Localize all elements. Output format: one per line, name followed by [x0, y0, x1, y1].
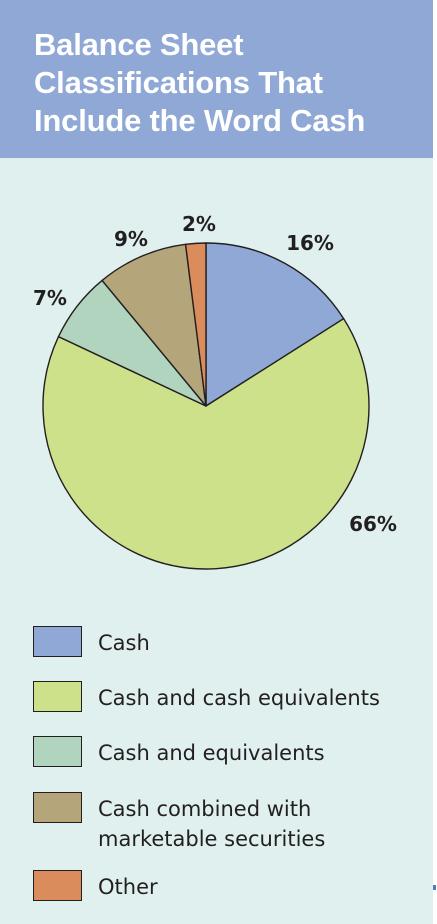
pie-label-cash-and-equivalents: 7% — [33, 286, 67, 310]
legend-label-line: Cash combined with — [98, 797, 312, 821]
legend-swatch-other — [33, 870, 82, 901]
pie-label-cash-combined-with-marketable-securities: 9% — [114, 227, 148, 251]
legend-label-cash-combined: Cash combined with marketable securities — [98, 794, 418, 854]
chart-title: Balance Sheet Classifications That Inclu… — [34, 26, 424, 140]
title-line-2: Classifications That — [34, 65, 323, 100]
title-line-1: Balance Sheet — [34, 27, 244, 62]
pie-slice-other — [184, 242, 207, 407]
edge-mark — [433, 885, 436, 890]
pie-slice-cash-combined-with-marketable-securities — [101, 243, 207, 407]
legend-label-line: marketable securities — [98, 827, 326, 851]
pie-chart: 16% 66% 7% 9% 2% — [33, 212, 397, 570]
legend-label-line: Cash and equivalents — [98, 741, 325, 765]
pie-slice-cash — [205, 242, 345, 407]
legend-swatch-cash-and-equivalents — [33, 736, 82, 767]
header-banner: Balance Sheet Classifications That Inclu… — [0, 0, 433, 158]
legend-label-cash-and-equivalents: Cash and equivalents — [98, 738, 418, 768]
legend-label-line: Other — [98, 875, 158, 899]
legend-label-other: Other — [98, 872, 418, 902]
legend-label-line: Cash — [98, 631, 150, 655]
legend-swatch-cash-and-cash-equivalents — [33, 681, 82, 712]
legend-swatch-cash — [33, 626, 82, 657]
legend-label-line: Cash and cash equivalents — [98, 686, 380, 710]
legend-label-cash-and-cash-equivalents: Cash and cash equivalents — [98, 683, 418, 713]
pie-label-other: 2% — [182, 212, 216, 236]
pie-slice-cash-and-cash-equivalents — [42, 317, 370, 570]
pie-label-cash: 16% — [286, 231, 334, 255]
title-line-3: Include the Word Cash — [34, 103, 366, 138]
legend-label-cash: Cash — [98, 628, 418, 658]
pie-label-cash-and-cash-equivalents: 66% — [349, 512, 397, 536]
legend-swatch-cash-combined — [33, 792, 82, 823]
